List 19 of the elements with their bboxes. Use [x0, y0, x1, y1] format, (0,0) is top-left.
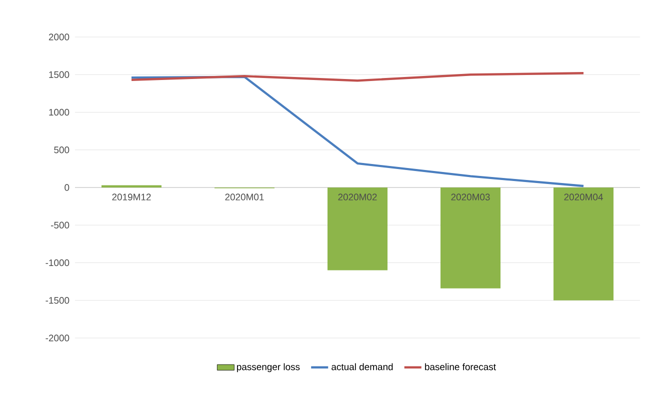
y-tick-label: -1000	[46, 259, 70, 266]
x-tick-label: 2020M01	[225, 194, 264, 200]
y-tick-label: 500	[54, 146, 70, 154]
y-tick-label: -500	[51, 222, 70, 228]
x-tick-label: 2020M03	[451, 194, 490, 200]
legend-label: passenger loss	[237, 363, 300, 372]
line-series	[130, 76, 585, 188]
y-tick-label: 2000	[48, 34, 70, 40]
x-tick-label: 2020M02	[338, 194, 377, 200]
x-tick-label: 2019M12	[112, 194, 151, 200]
line-series	[130, 72, 585, 82]
x-tick-label: 2020M04	[564, 194, 603, 200]
y-tick-label: -1500	[46, 297, 70, 304]
legend-label: actual demand	[332, 363, 393, 370]
y-tick-label: 1000	[49, 108, 70, 116]
legend-label: baseline forecast	[425, 363, 496, 370]
y-tick-label: 1500	[49, 71, 70, 78]
y-tick-label: -2000	[46, 334, 70, 342]
y-tick-label: 0	[64, 184, 70, 191]
